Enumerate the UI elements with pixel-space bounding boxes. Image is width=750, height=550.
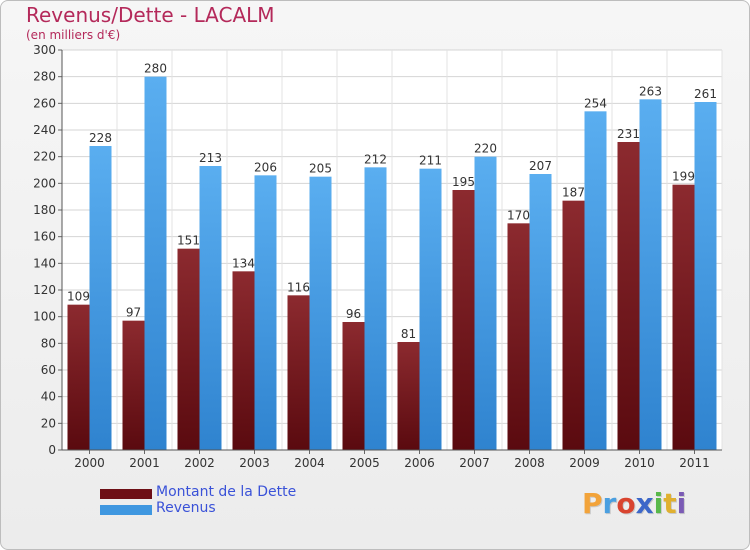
x-tick-label: 2002 bbox=[184, 456, 215, 470]
y-tick-label: 20 bbox=[41, 416, 56, 430]
bar-revenus bbox=[694, 102, 717, 450]
x-tick-label: 2010 bbox=[624, 456, 655, 470]
y-tick-label: 300 bbox=[33, 43, 56, 57]
bar-revenus bbox=[144, 76, 167, 451]
bar-dette-label: 199 bbox=[672, 170, 695, 184]
bar-dette bbox=[507, 223, 530, 450]
bar-revenus-label: 211 bbox=[419, 154, 442, 168]
y-tick-label: 240 bbox=[33, 123, 56, 137]
y-tick-label: 160 bbox=[33, 230, 56, 244]
bar-dette bbox=[562, 200, 585, 450]
bar-dette bbox=[397, 342, 420, 450]
bar-dette-label: 231 bbox=[617, 127, 640, 141]
bar-dette bbox=[122, 320, 145, 450]
bar-dette-label: 96 bbox=[346, 307, 361, 321]
bar-dette bbox=[452, 190, 475, 450]
y-tick-label: 120 bbox=[33, 283, 56, 297]
x-tick-label: 2003 bbox=[239, 456, 270, 470]
bar-dette bbox=[232, 271, 255, 450]
legend-label-revenus: Revenus bbox=[156, 500, 216, 516]
bar-dette-label: 134 bbox=[232, 256, 255, 270]
bar-revenus-label: 280 bbox=[144, 62, 167, 76]
bar-revenus bbox=[364, 167, 387, 451]
bar-dette bbox=[672, 184, 695, 450]
bar-revenus-label: 207 bbox=[529, 159, 552, 173]
legend-swatch-dette bbox=[100, 489, 152, 499]
y-tick-label: 100 bbox=[33, 310, 56, 324]
x-tick-label: 2000 bbox=[74, 456, 105, 470]
bar-dette-label: 170 bbox=[507, 208, 530, 222]
chart-subtitle: (en milliers d'€) bbox=[26, 28, 121, 42]
bar-revenus-label: 220 bbox=[474, 142, 497, 156]
bar-revenus-label: 228 bbox=[89, 131, 112, 145]
bar-dette-label: 81 bbox=[401, 327, 416, 341]
y-tick-label: 60 bbox=[41, 363, 56, 377]
y-tick-label: 140 bbox=[33, 256, 56, 270]
y-tick-label: 200 bbox=[33, 176, 56, 190]
y-tick-label: 280 bbox=[33, 70, 56, 84]
x-tick-label: 2011 bbox=[679, 456, 710, 470]
bar-revenus bbox=[419, 168, 442, 450]
bar-revenus-label: 205 bbox=[309, 162, 332, 176]
y-tick-label: 220 bbox=[33, 150, 56, 164]
bar-revenus-label: 206 bbox=[254, 160, 277, 174]
bar-revenus bbox=[474, 156, 497, 450]
bar-revenus bbox=[254, 175, 277, 451]
legend-swatch-revenus bbox=[100, 505, 152, 515]
bar-revenus-label: 212 bbox=[364, 152, 387, 166]
x-tick-label: 2006 bbox=[404, 456, 435, 470]
bar-revenus bbox=[309, 176, 332, 450]
proxiti-logo: Proxiti bbox=[582, 487, 687, 520]
bar-dette-label: 97 bbox=[126, 306, 141, 320]
bar-dette bbox=[342, 322, 365, 450]
bar-revenus bbox=[199, 166, 222, 450]
bar-dette bbox=[287, 295, 310, 450]
bar-revenus-label: 213 bbox=[199, 151, 222, 165]
bar-dette-label: 151 bbox=[177, 234, 200, 248]
legend-label-dette: Montant de la Dette bbox=[156, 484, 297, 500]
bar-dette bbox=[177, 248, 200, 450]
bar-dette-label: 195 bbox=[452, 175, 475, 189]
bar-dette-label: 187 bbox=[562, 186, 585, 200]
bar-dette-label: 116 bbox=[287, 280, 310, 294]
x-tick-label: 2009 bbox=[569, 456, 600, 470]
x-tick-label: 2004 bbox=[294, 456, 325, 470]
y-tick-label: 0 bbox=[48, 443, 56, 457]
bar-revenus-label: 261 bbox=[694, 87, 717, 101]
chart-title: Revenus/Dette - LACALM bbox=[26, 3, 275, 27]
bar-revenus bbox=[529, 174, 552, 450]
y-tick-label: 180 bbox=[33, 203, 56, 217]
y-tick-label: 260 bbox=[33, 96, 56, 110]
bar-revenus-label: 254 bbox=[584, 96, 607, 110]
y-tick-label: 80 bbox=[41, 336, 56, 350]
y-tick-label: 40 bbox=[41, 390, 56, 404]
x-tick-label: 2001 bbox=[129, 456, 160, 470]
bar-dette bbox=[67, 304, 90, 450]
bar-revenus-label: 263 bbox=[639, 84, 662, 98]
bar-revenus bbox=[584, 111, 607, 450]
x-tick-label: 2008 bbox=[514, 456, 545, 470]
x-tick-label: 2005 bbox=[349, 456, 380, 470]
bar-dette-label: 109 bbox=[67, 290, 90, 304]
bar-revenus bbox=[639, 99, 662, 450]
bar-revenus bbox=[89, 146, 112, 450]
x-tick-label: 2007 bbox=[459, 456, 490, 470]
bar-dette bbox=[617, 142, 640, 450]
